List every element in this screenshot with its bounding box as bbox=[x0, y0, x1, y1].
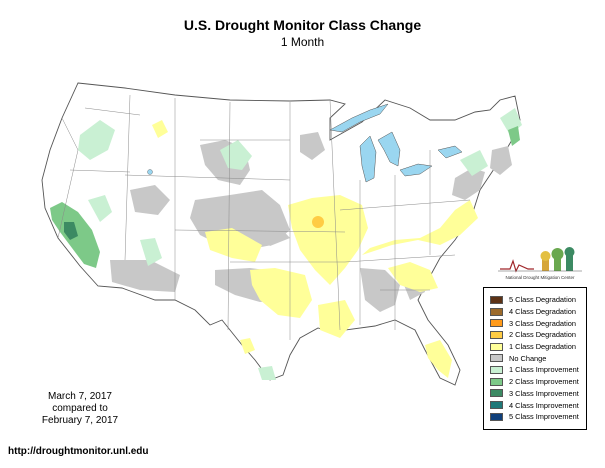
legend-label: No Change bbox=[509, 353, 547, 363]
legend-swatch bbox=[490, 389, 503, 398]
one-class-improvement-areas bbox=[78, 108, 522, 380]
legend-item: 3 Class Improvement bbox=[490, 388, 586, 400]
legend-item: 2 Class Degradation bbox=[490, 329, 586, 341]
three-class-improvement-california bbox=[64, 222, 78, 240]
legend-swatch bbox=[490, 307, 503, 316]
legend-item: 1 Class Degradation bbox=[490, 341, 586, 353]
legend-label: 4 Class Degradation bbox=[509, 307, 576, 317]
legend-label: 4 Class Improvement bbox=[509, 400, 579, 410]
legend-label: 2 Class Degradation bbox=[509, 330, 576, 340]
legend-swatch bbox=[490, 342, 503, 351]
map-subtitle: 1 Month bbox=[280, 35, 325, 49]
legend-label: 1 Class Degradation bbox=[509, 342, 576, 352]
date-comparison: March 7, 2017 compared to February 7, 20… bbox=[10, 391, 150, 427]
legend-item: 2 Class Improvement bbox=[490, 376, 586, 388]
legend-item: No Change bbox=[490, 352, 586, 364]
legend-label: 3 Class Degradation bbox=[509, 318, 576, 328]
great-salt-lake bbox=[147, 169, 153, 175]
degradation-patch-iowa bbox=[312, 216, 324, 228]
legend: 5 Class Degradation 4 Class Degradation 3 … bbox=[483, 287, 587, 430]
legend-label: 2 Class Improvement bbox=[509, 377, 579, 387]
legend-swatch bbox=[490, 412, 503, 421]
legend-label: 5 Class Improvement bbox=[509, 412, 579, 422]
legend-swatch bbox=[490, 330, 503, 339]
source-url: http://droughtmonitor.unl.edu bbox=[8, 446, 149, 457]
previous-date: February 7, 2017 bbox=[41, 415, 119, 426]
logo-text: National Drought Mitigation Center bbox=[505, 275, 575, 280]
legend-swatch bbox=[490, 401, 503, 410]
legend-swatch bbox=[490, 365, 503, 374]
state-borders bbox=[57, 94, 471, 340]
legend-swatch bbox=[490, 295, 503, 304]
two-class-improvement-ne bbox=[508, 126, 520, 146]
legend-item: 1 Class Improvement bbox=[490, 364, 586, 376]
legend-item: 4 Class Degradation bbox=[490, 306, 586, 318]
legend-item: 4 Class Improvement bbox=[490, 399, 586, 411]
compared-to-text: compared to bbox=[52, 403, 108, 414]
legend-label: 5 Class Degradation bbox=[509, 295, 576, 305]
one-class-degradation-areas bbox=[152, 120, 478, 378]
legend-item: 5 Class Improvement bbox=[490, 411, 586, 423]
legend-swatch bbox=[490, 354, 503, 363]
legend-item: 5 Class Degradation bbox=[490, 294, 586, 306]
legend-swatch bbox=[490, 377, 503, 386]
legend-swatch bbox=[490, 319, 503, 328]
legend-label: 3 Class Improvement bbox=[509, 388, 579, 398]
current-date: March 7, 2017 bbox=[48, 391, 112, 402]
legend-item: 3 Class Degradation bbox=[490, 317, 586, 329]
legend-label: 1 Class Improvement bbox=[509, 365, 579, 375]
map-title: U.S. Drought Monitor Class Change bbox=[183, 17, 422, 33]
ndmc-logo: National Drought Mitigation Center bbox=[498, 247, 582, 283]
great-lakes bbox=[329, 103, 463, 183]
